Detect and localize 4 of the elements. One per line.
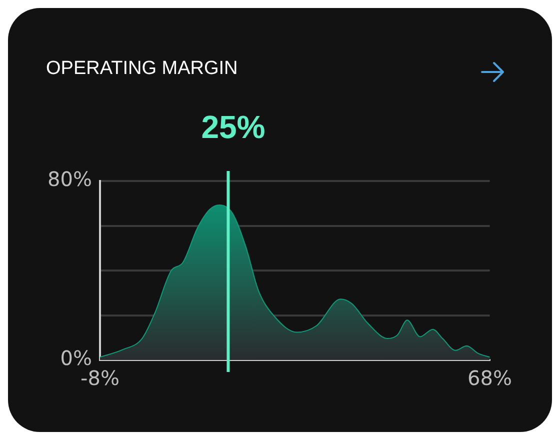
text: 25% <box>201 108 266 145</box>
x-tick-label: 68% <box>468 366 512 390</box>
chart-title: OPERATING MARGIN <box>46 58 238 80</box>
y-tick-label: 80% <box>48 167 92 192</box>
